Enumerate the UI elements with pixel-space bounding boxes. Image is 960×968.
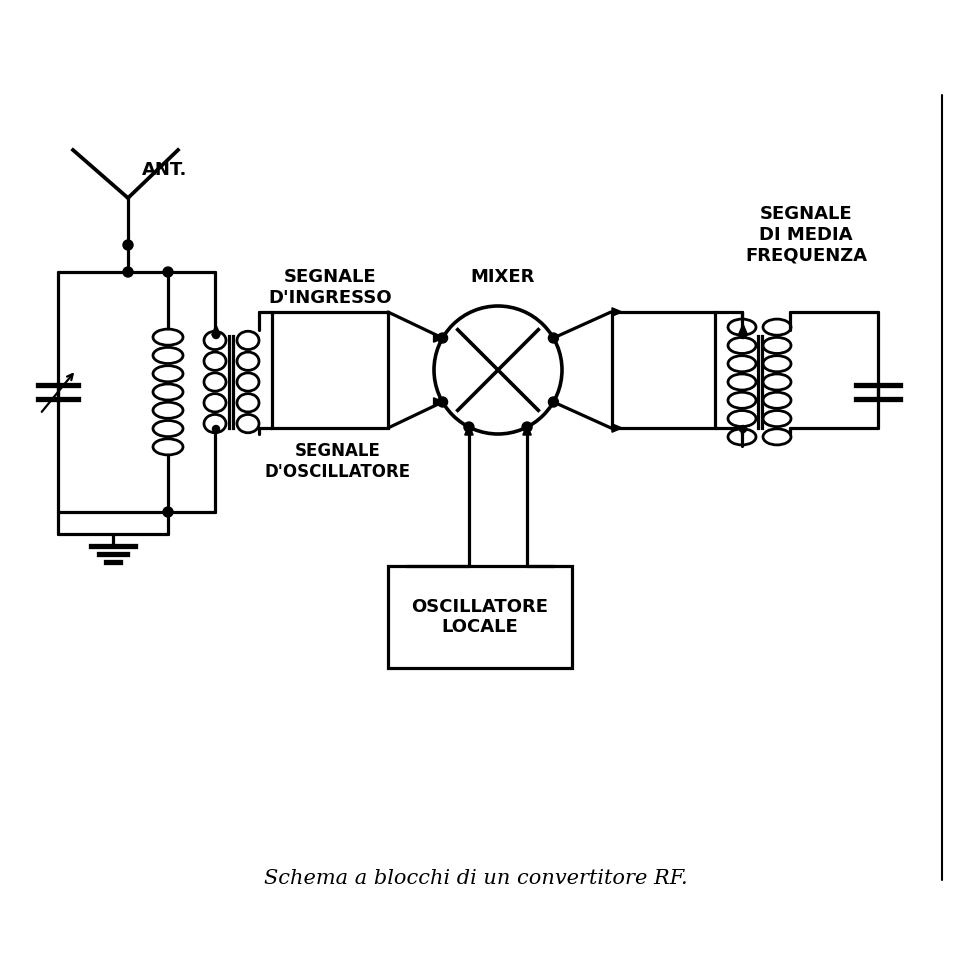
Polygon shape: [523, 425, 531, 435]
Circle shape: [739, 426, 747, 433]
Bar: [388, 566, 572, 668]
Circle shape: [163, 507, 173, 517]
Bar: [272, 312, 388, 428]
Text: OSCILLATORE
LOCALE: OSCILLATORE LOCALE: [412, 597, 548, 636]
Circle shape: [739, 331, 747, 339]
Polygon shape: [434, 398, 444, 407]
Text: SEGNALE
D'INGRESSO: SEGNALE D'INGRESSO: [268, 268, 392, 307]
Polygon shape: [465, 425, 473, 435]
Polygon shape: [612, 308, 622, 317]
Text: Schema a blocchi di un convertitore RF.: Schema a blocchi di un convertitore RF.: [264, 868, 687, 888]
Circle shape: [123, 240, 133, 250]
Circle shape: [522, 422, 532, 432]
Polygon shape: [612, 424, 622, 432]
Circle shape: [212, 331, 220, 339]
Text: MIXER: MIXER: [470, 268, 535, 286]
Circle shape: [163, 267, 173, 277]
Circle shape: [212, 426, 220, 433]
Circle shape: [123, 267, 133, 277]
Bar: [612, 312, 715, 428]
Text: SEGNALE
DI MEDIA
FREQUENZA: SEGNALE DI MEDIA FREQUENZA: [745, 205, 867, 264]
Polygon shape: [739, 324, 747, 334]
Circle shape: [438, 397, 447, 407]
Circle shape: [438, 333, 447, 343]
Text: SEGNALE
D'OSCILLATORE: SEGNALE D'OSCILLATORE: [265, 442, 411, 481]
Circle shape: [548, 397, 559, 407]
Circle shape: [548, 333, 559, 343]
Text: ANT.: ANT.: [142, 161, 187, 179]
Polygon shape: [212, 325, 220, 335]
Polygon shape: [434, 334, 444, 343]
Circle shape: [464, 422, 474, 432]
